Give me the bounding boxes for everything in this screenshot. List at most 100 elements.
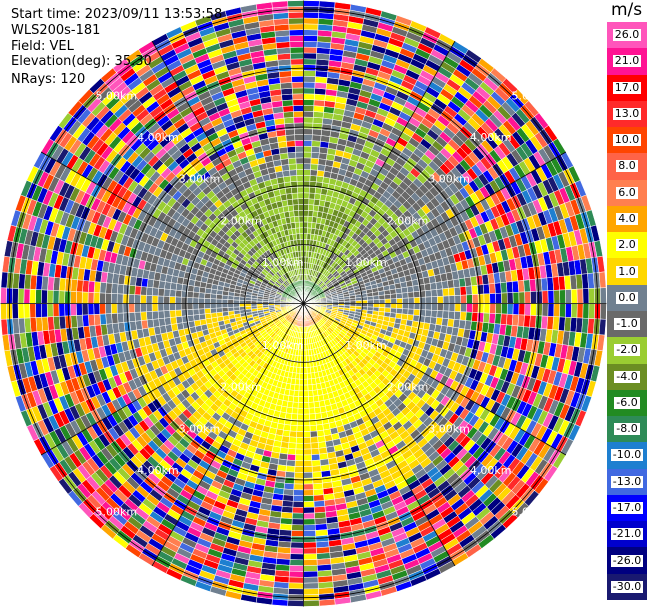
range-gate xyxy=(303,466,313,473)
range-gate xyxy=(424,316,432,324)
range-gate xyxy=(303,448,312,456)
range-gate xyxy=(198,292,206,299)
range-gate xyxy=(46,303,54,318)
range-gate xyxy=(454,295,462,304)
range-gate xyxy=(303,198,310,205)
range-gate xyxy=(466,303,473,313)
range-gate xyxy=(311,465,322,473)
range-gate xyxy=(303,413,310,421)
range-gate xyxy=(307,210,314,217)
range-gate xyxy=(292,501,304,508)
range-gate xyxy=(291,530,304,537)
range-gate xyxy=(122,312,130,323)
range-gate xyxy=(290,541,304,549)
range-gate xyxy=(448,287,456,297)
range-gate xyxy=(299,373,304,380)
range-gate xyxy=(128,294,136,304)
range-gate xyxy=(518,303,526,316)
range-gate xyxy=(227,299,234,304)
range-gate xyxy=(303,565,318,572)
range-gate xyxy=(287,600,304,607)
range-gate xyxy=(163,295,170,304)
range-gate xyxy=(46,289,54,304)
range-gate xyxy=(284,477,295,485)
range-gate xyxy=(413,303,421,310)
range-gate xyxy=(210,303,217,309)
range-gate xyxy=(210,298,217,304)
range-gate xyxy=(233,299,240,304)
range-gate xyxy=(308,407,316,415)
range-gate xyxy=(494,313,502,325)
range-gate xyxy=(186,309,194,316)
range-gate xyxy=(506,281,514,294)
range-gate xyxy=(312,477,323,485)
range-gate xyxy=(384,303,392,309)
range-gate xyxy=(311,383,318,391)
range-gate xyxy=(221,303,229,309)
range-gate xyxy=(489,293,497,304)
range-gate xyxy=(309,175,318,183)
range-gate xyxy=(413,309,421,316)
range-gate xyxy=(303,163,312,170)
range-gate xyxy=(407,297,415,304)
range-gate xyxy=(134,303,141,313)
range-gate xyxy=(303,518,316,526)
range-gate xyxy=(58,290,66,304)
range-gate xyxy=(488,283,496,295)
range-gate xyxy=(424,283,432,291)
range-gate xyxy=(294,466,304,473)
range-gate xyxy=(303,99,315,106)
range-gate xyxy=(215,307,223,313)
range-gate xyxy=(436,288,444,297)
range-gate xyxy=(437,295,444,304)
range-gate xyxy=(289,553,304,561)
range-gate xyxy=(442,303,450,312)
range-gate xyxy=(87,314,96,327)
range-gate xyxy=(309,430,318,438)
range-gate xyxy=(110,293,118,304)
range-gate xyxy=(453,286,461,296)
range-gate xyxy=(204,292,212,299)
range-gate xyxy=(52,290,60,304)
range-gate xyxy=(530,303,537,316)
range-gate xyxy=(477,303,485,314)
range-gate xyxy=(314,406,322,414)
range-gate xyxy=(289,565,304,572)
range-gate xyxy=(309,424,318,432)
range-gate xyxy=(460,294,467,304)
range-gate xyxy=(541,303,549,317)
range-gate xyxy=(553,303,561,318)
range-gate xyxy=(140,303,147,313)
range-gate xyxy=(536,303,543,317)
range-gate xyxy=(598,271,607,289)
range-gate xyxy=(105,303,112,315)
range-gate xyxy=(303,506,315,514)
range-gate xyxy=(448,310,456,320)
range-gate xyxy=(310,442,320,450)
range-gate xyxy=(23,288,31,304)
range-gate xyxy=(128,312,136,323)
range-gate xyxy=(303,442,312,450)
range-gate xyxy=(291,518,304,526)
range-gate xyxy=(307,390,314,397)
range-gate xyxy=(303,29,319,37)
range-gate xyxy=(442,287,450,297)
range-gate xyxy=(204,298,211,304)
range-gate xyxy=(111,312,119,324)
range-gate xyxy=(134,294,141,304)
range-gate xyxy=(512,291,520,304)
range-gate xyxy=(459,311,467,321)
range-gate xyxy=(308,204,315,212)
range-gate xyxy=(582,303,590,319)
range-gate xyxy=(303,17,319,25)
range-gate xyxy=(570,288,578,304)
range-gate xyxy=(303,559,318,566)
range-gate xyxy=(146,311,154,321)
range-gate xyxy=(283,488,295,496)
range-gate xyxy=(287,442,297,450)
range-gate xyxy=(506,292,514,304)
range-gate xyxy=(466,294,473,304)
range-gate xyxy=(313,93,326,101)
range-gate xyxy=(303,204,309,211)
range-gate xyxy=(303,547,317,555)
